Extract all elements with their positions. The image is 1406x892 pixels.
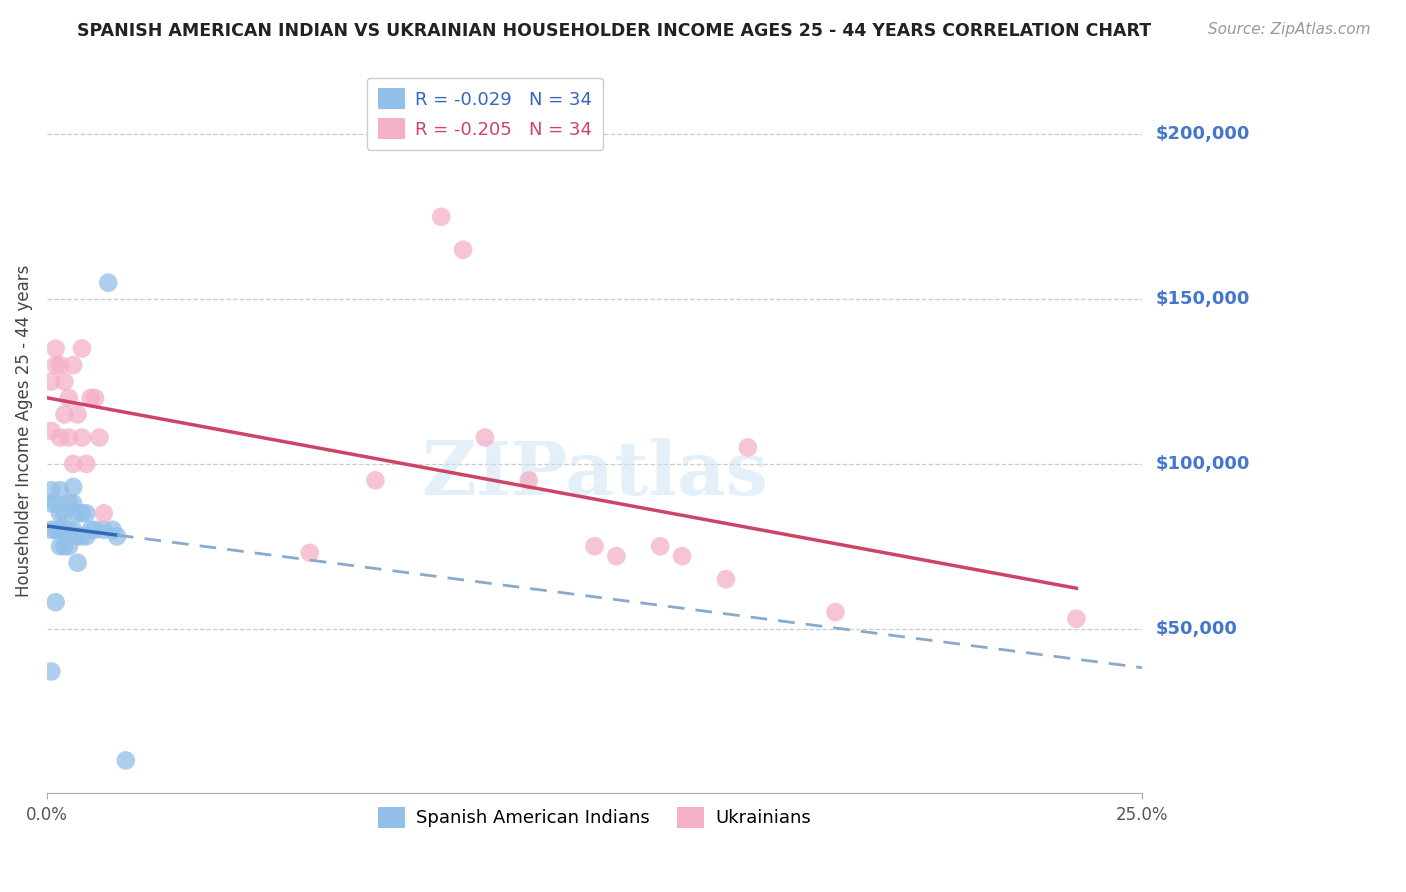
Point	[58, 430, 80, 444]
Point	[66, 556, 89, 570]
Point	[93, 523, 115, 537]
Point	[66, 529, 89, 543]
Point	[80, 523, 103, 537]
Point	[737, 441, 759, 455]
Point	[714, 572, 737, 586]
Point	[49, 506, 72, 520]
Point	[114, 753, 136, 767]
Point	[39, 523, 62, 537]
Point	[45, 496, 67, 510]
Point	[49, 430, 72, 444]
Point	[671, 549, 693, 563]
Point	[80, 391, 103, 405]
Point	[49, 358, 72, 372]
Point	[517, 474, 540, 488]
Point	[70, 430, 93, 444]
Point	[49, 483, 72, 498]
Point	[62, 480, 84, 494]
Point	[84, 523, 107, 537]
Point	[62, 358, 84, 372]
Point	[62, 457, 84, 471]
Point	[605, 549, 627, 563]
Point	[45, 595, 67, 609]
Point	[75, 457, 97, 471]
Point	[53, 523, 76, 537]
Point	[1066, 612, 1088, 626]
Point	[58, 523, 80, 537]
Point	[39, 375, 62, 389]
Legend: Spanish American Indians, Ukrainians: Spanish American Indians, Ukrainians	[371, 800, 818, 835]
Point	[39, 496, 62, 510]
Point	[58, 391, 80, 405]
Text: ZIPatlas: ZIPatlas	[420, 438, 768, 511]
Point	[70, 342, 93, 356]
Point	[650, 539, 672, 553]
Text: $100,000: $100,000	[1156, 455, 1250, 473]
Point	[45, 342, 67, 356]
Text: SPANISH AMERICAN INDIAN VS UKRAINIAN HOUSEHOLDER INCOME AGES 25 - 44 YEARS CORRE: SPANISH AMERICAN INDIAN VS UKRAINIAN HOU…	[77, 22, 1152, 40]
Point	[75, 529, 97, 543]
Point	[58, 539, 80, 553]
Point	[66, 506, 89, 520]
Point	[62, 523, 84, 537]
Point	[474, 430, 496, 444]
Point	[101, 523, 124, 537]
Point	[45, 358, 67, 372]
Y-axis label: Householder Income Ages 25 - 44 years: Householder Income Ages 25 - 44 years	[15, 265, 32, 597]
Point	[39, 665, 62, 679]
Point	[49, 523, 72, 537]
Text: $200,000: $200,000	[1156, 126, 1250, 144]
Point	[70, 506, 93, 520]
Point	[89, 430, 111, 444]
Point	[53, 506, 76, 520]
Point	[66, 408, 89, 422]
Text: $50,000: $50,000	[1156, 620, 1237, 638]
Point	[298, 546, 321, 560]
Point	[451, 243, 474, 257]
Point	[97, 276, 120, 290]
Point	[45, 523, 67, 537]
Point	[39, 483, 62, 498]
Text: Source: ZipAtlas.com: Source: ZipAtlas.com	[1208, 22, 1371, 37]
Text: $150,000: $150,000	[1156, 290, 1250, 308]
Point	[824, 605, 846, 619]
Point	[53, 408, 76, 422]
Point	[430, 210, 453, 224]
Point	[364, 474, 387, 488]
Point	[105, 529, 128, 543]
Point	[39, 424, 62, 438]
Point	[84, 391, 107, 405]
Point	[58, 496, 80, 510]
Point	[49, 539, 72, 553]
Point	[93, 506, 115, 520]
Point	[53, 375, 76, 389]
Point	[583, 539, 606, 553]
Point	[62, 496, 84, 510]
Point	[70, 529, 93, 543]
Point	[53, 539, 76, 553]
Point	[75, 506, 97, 520]
